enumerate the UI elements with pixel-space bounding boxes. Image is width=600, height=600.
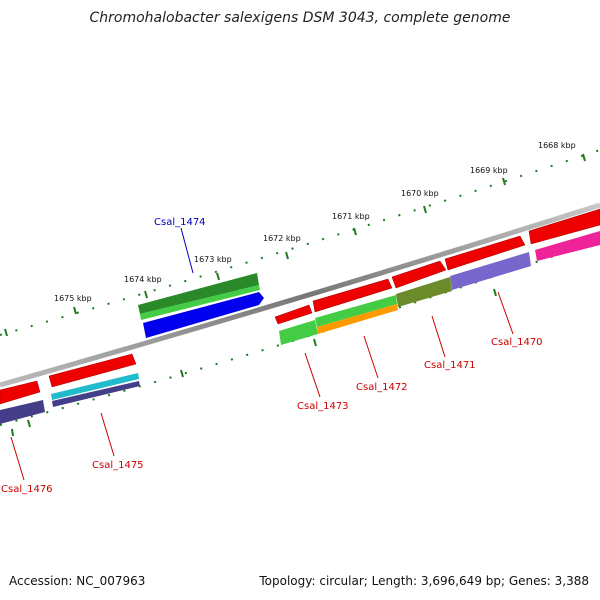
gene-label-csal-1472[interactable]: Csal_1472 (356, 382, 408, 393)
gene-csal-1470-cds[interactable] (528, 208, 600, 245)
feature-csal-1476-navy[interactable] (0, 400, 45, 424)
gene-label-csal-1475[interactable]: Csal_1475 (92, 460, 144, 471)
feature-csal-1474-green-dark[interactable] (138, 273, 259, 314)
gene-label-csal-1470[interactable]: Csal_1470 (491, 337, 543, 348)
feature-csal-1472-green[interactable] (315, 295, 397, 327)
gene-label-csal-1471[interactable]: Csal_1471 (424, 360, 476, 371)
feature-csal-1472-orange[interactable] (317, 304, 398, 334)
feature-csal-1475-cyan[interactable] (51, 373, 139, 400)
kbp-label-1669: 1669 kbp (470, 166, 508, 175)
gene-label-csal-1473[interactable]: Csal_1473 (297, 401, 349, 412)
feature-csal-1474-blue[interactable] (143, 292, 264, 338)
feature-csal-1474-green-light[interactable] (140, 285, 260, 320)
feature-blocks (0, 231, 600, 424)
gene-csal-1473b-cds[interactable] (274, 304, 313, 325)
gene-csal-1476-cds[interactable] (0, 380, 41, 405)
kbp-label-1670: 1670 kbp (401, 189, 439, 198)
kbp-label-1672: 1672 kbp (263, 234, 301, 243)
feature-csal-1475-navy[interactable] (52, 381, 140, 407)
label-leader-lines (10, 227, 514, 481)
accession-text: Accession: NC_007963 (9, 574, 146, 588)
feature-csal-1470-magenta[interactable] (535, 231, 600, 261)
gene-csal-1475-cds[interactable] (48, 353, 137, 388)
feature-csal-1473-green[interactable] (279, 320, 318, 345)
gene-csal-1472-cds[interactable] (391, 260, 447, 289)
gene-csal-1473-cds[interactable] (312, 278, 393, 313)
topology-text: Topology: circular; Length: 3,696,649 bp… (259, 574, 589, 588)
kbp-label-1674: 1674 kbp (124, 275, 162, 284)
gene-label-csal-1476[interactable]: Csal_1476 (1, 484, 53, 495)
kbp-label-1675: 1675 kbp (54, 294, 92, 303)
inner-major-ticks (11, 288, 497, 437)
map-title: Chromohalobacter salexigens DSM 3043, co… (89, 10, 511, 26)
genome-backbone (0, 202, 600, 388)
gene-label-csal-1474[interactable]: Csal_1474 (154, 217, 206, 228)
feature-csal-1471-olive[interactable] (396, 277, 452, 307)
kbp-label-1671: 1671 kbp (332, 212, 370, 221)
kbp-label-1668: 1668 kbp (538, 141, 576, 150)
gene-csal-1471-cds[interactable] (444, 235, 526, 271)
outer-major-ticks (4, 153, 586, 337)
kbp-label-1673: 1673 kbp (194, 255, 232, 264)
feature-csal-1470-lavender[interactable] (450, 252, 531, 290)
forward-strand-genes (0, 208, 600, 405)
